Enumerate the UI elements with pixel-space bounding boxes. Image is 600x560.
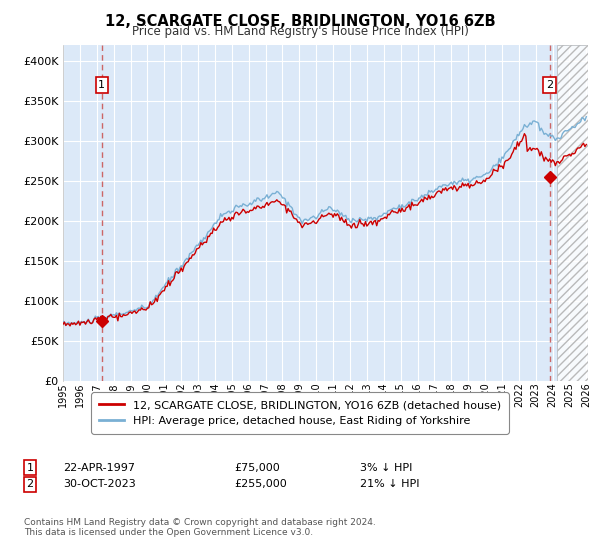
Text: £255,000: £255,000	[234, 479, 287, 489]
Text: 2: 2	[26, 479, 34, 489]
Text: 30-OCT-2023: 30-OCT-2023	[63, 479, 136, 489]
Text: 21% ↓ HPI: 21% ↓ HPI	[360, 479, 419, 489]
Text: Price paid vs. HM Land Registry's House Price Index (HPI): Price paid vs. HM Land Registry's House …	[131, 25, 469, 38]
Text: 3% ↓ HPI: 3% ↓ HPI	[360, 463, 412, 473]
Bar	[557, 45, 588, 381]
Text: 1: 1	[98, 80, 106, 90]
Text: 22-APR-1997: 22-APR-1997	[63, 463, 135, 473]
Text: 1: 1	[26, 463, 34, 473]
Text: £75,000: £75,000	[234, 463, 280, 473]
Text: 12, SCARGATE CLOSE, BRIDLINGTON, YO16 6ZB: 12, SCARGATE CLOSE, BRIDLINGTON, YO16 6Z…	[104, 14, 496, 29]
Text: Contains HM Land Registry data © Crown copyright and database right 2024.
This d: Contains HM Land Registry data © Crown c…	[24, 518, 376, 538]
Legend: 12, SCARGATE CLOSE, BRIDLINGTON, YO16 6ZB (detached house), HPI: Average price, : 12, SCARGATE CLOSE, BRIDLINGTON, YO16 6Z…	[91, 393, 509, 433]
Text: 2: 2	[546, 80, 553, 90]
